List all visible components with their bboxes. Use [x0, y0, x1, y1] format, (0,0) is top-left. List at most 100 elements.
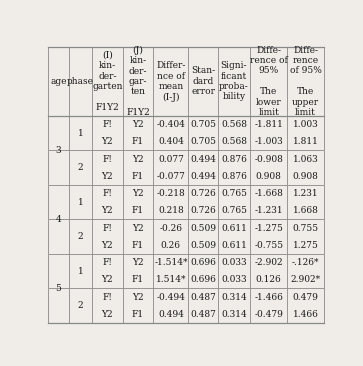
- Text: 0.033: 0.033: [221, 275, 247, 284]
- Text: 0.696: 0.696: [190, 258, 216, 267]
- Text: F!: F!: [102, 224, 112, 232]
- Text: 0.033: 0.033: [221, 258, 247, 267]
- Text: 0.611: 0.611: [221, 224, 247, 232]
- Text: 0.314: 0.314: [221, 292, 247, 302]
- Text: 0.765: 0.765: [221, 206, 247, 215]
- Text: (J)
kin-
der-
gar-
ten

F1Y2: (J) kin- der- gar- ten F1Y2: [126, 46, 150, 117]
- Text: 1: 1: [78, 129, 83, 138]
- Bar: [48, 150, 324, 185]
- Text: 0.487: 0.487: [190, 310, 216, 319]
- Text: F1: F1: [132, 172, 144, 181]
- Text: 1.514*: 1.514*: [156, 275, 186, 284]
- Text: -0.494: -0.494: [156, 292, 185, 302]
- Text: Diffe-
rence of
95%

The
lower
limit: Diffe- rence of 95% The lower limit: [250, 46, 287, 117]
- Text: (I)
kin-
der-
garten

F1Y2: (I) kin- der- garten F1Y2: [92, 51, 123, 112]
- Text: Y2: Y2: [132, 258, 144, 267]
- Text: 1.003: 1.003: [293, 120, 318, 129]
- Text: Y2: Y2: [102, 206, 113, 215]
- Text: Y2: Y2: [102, 310, 113, 319]
- Text: 0.726: 0.726: [190, 206, 216, 215]
- Bar: [48, 185, 324, 220]
- Text: F!: F!: [102, 154, 112, 164]
- Text: 0.908: 0.908: [293, 172, 318, 181]
- Text: 0.908: 0.908: [256, 172, 282, 181]
- Text: 1: 1: [78, 267, 83, 276]
- Text: 0.494: 0.494: [158, 310, 184, 319]
- Text: Y2: Y2: [132, 120, 144, 129]
- Text: -.126*: -.126*: [292, 258, 319, 267]
- Text: -0.404: -0.404: [156, 120, 185, 129]
- Text: 0.509: 0.509: [190, 241, 216, 250]
- Text: 2: 2: [78, 301, 83, 310]
- Text: 3: 3: [56, 146, 61, 155]
- Text: 0.494: 0.494: [190, 172, 216, 181]
- Text: 1.063: 1.063: [293, 154, 318, 164]
- Text: 2: 2: [78, 163, 83, 172]
- Text: Y2: Y2: [132, 189, 144, 198]
- Bar: [48, 220, 324, 254]
- Text: -0.077: -0.077: [156, 172, 185, 181]
- Text: 0.077: 0.077: [158, 154, 184, 164]
- Text: -1.231: -1.231: [254, 206, 283, 215]
- Text: -1.275: -1.275: [254, 224, 283, 232]
- Text: 0.509: 0.509: [190, 224, 216, 232]
- Text: F1: F1: [132, 310, 144, 319]
- Text: 5: 5: [56, 284, 62, 293]
- Bar: [48, 254, 324, 288]
- Text: 0.314: 0.314: [221, 310, 247, 319]
- Text: F!: F!: [102, 189, 112, 198]
- Text: 1.811: 1.811: [293, 137, 318, 146]
- Text: 2: 2: [78, 232, 83, 241]
- Text: 1: 1: [78, 198, 83, 207]
- Text: -1.811: -1.811: [254, 120, 283, 129]
- Text: 4: 4: [56, 215, 61, 224]
- Bar: [48, 47, 324, 116]
- Text: 0.755: 0.755: [293, 224, 319, 232]
- Text: 0.126: 0.126: [256, 275, 282, 284]
- Text: 1.668: 1.668: [293, 206, 318, 215]
- Text: Y2: Y2: [132, 224, 144, 232]
- Text: F!: F!: [102, 120, 112, 129]
- Text: -0.755: -0.755: [254, 241, 283, 250]
- Text: F1: F1: [132, 206, 144, 215]
- Text: 0.705: 0.705: [190, 137, 216, 146]
- Bar: [48, 288, 324, 323]
- Text: 0.611: 0.611: [221, 241, 247, 250]
- Text: -1.668: -1.668: [254, 189, 283, 198]
- Text: -2.902: -2.902: [254, 258, 283, 267]
- Text: age: age: [50, 77, 67, 86]
- Text: Signi-
ficant
proba-
bility: Signi- ficant proba- bility: [219, 61, 249, 101]
- Text: 0.218: 0.218: [158, 206, 184, 215]
- Text: phase: phase: [67, 77, 94, 86]
- Text: -0.908: -0.908: [254, 154, 283, 164]
- Text: -0.218: -0.218: [156, 189, 185, 198]
- Text: Y2: Y2: [132, 292, 144, 302]
- Text: F1: F1: [132, 137, 144, 146]
- Text: F!: F!: [102, 258, 112, 267]
- Bar: [48, 116, 324, 150]
- Text: 0.705: 0.705: [190, 120, 216, 129]
- Text: Y2: Y2: [102, 137, 113, 146]
- Text: Diffe-
rence
of 95%

The
upper
limit: Diffe- rence of 95% The upper limit: [290, 46, 322, 117]
- Text: Y2: Y2: [102, 172, 113, 181]
- Text: Differ-
nce of
mean
(I-J): Differ- nce of mean (I-J): [156, 61, 185, 101]
- Text: Y2: Y2: [102, 275, 113, 284]
- Text: 0.726: 0.726: [190, 189, 216, 198]
- Text: 1.231: 1.231: [293, 189, 318, 198]
- Text: 1.466: 1.466: [293, 310, 318, 319]
- Text: 0.26: 0.26: [161, 241, 181, 250]
- Text: 0.494: 0.494: [190, 154, 216, 164]
- Text: F1: F1: [132, 241, 144, 250]
- Text: -0.479: -0.479: [254, 310, 283, 319]
- Text: 1.275: 1.275: [293, 241, 318, 250]
- Text: 2.902*: 2.902*: [290, 275, 321, 284]
- Text: 0.404: 0.404: [158, 137, 184, 146]
- Text: 0.479: 0.479: [293, 292, 318, 302]
- Text: 0.876: 0.876: [221, 154, 247, 164]
- Text: 0.765: 0.765: [221, 189, 247, 198]
- Text: -0.26: -0.26: [159, 224, 182, 232]
- Text: 0.568: 0.568: [221, 120, 247, 129]
- Text: 0.487: 0.487: [190, 292, 216, 302]
- Text: Stan-
dard
error: Stan- dard error: [191, 67, 215, 96]
- Text: F!: F!: [102, 292, 112, 302]
